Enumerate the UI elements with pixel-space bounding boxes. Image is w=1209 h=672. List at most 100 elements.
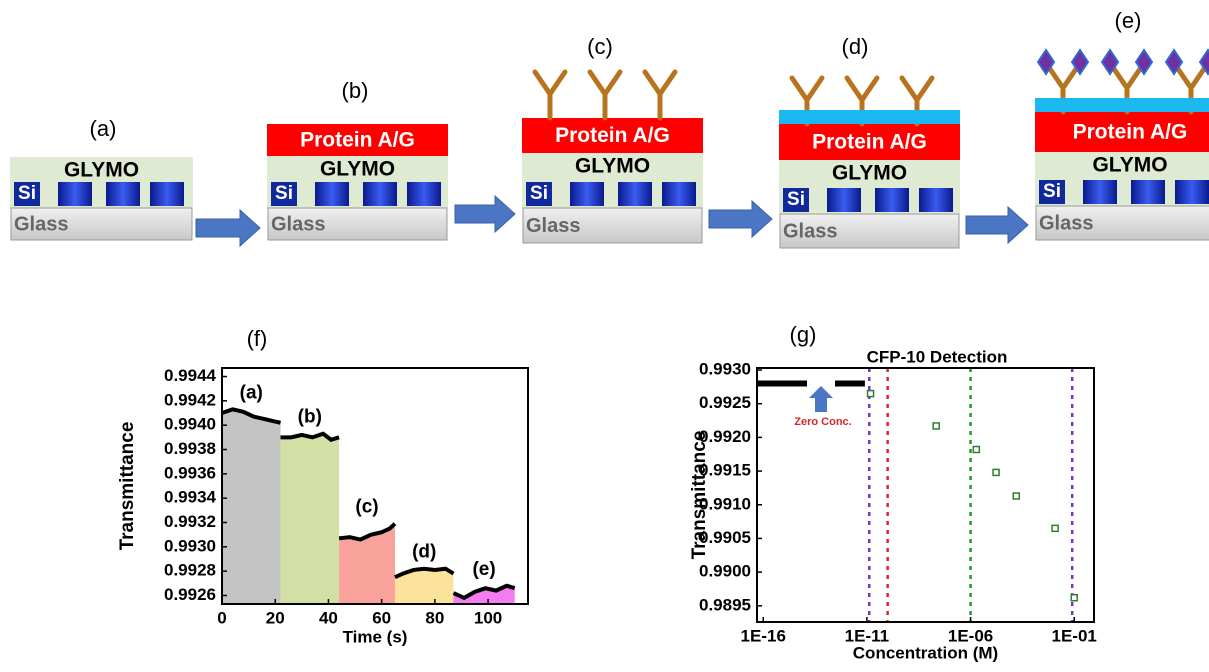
point	[1071, 595, 1077, 601]
arrow	[809, 386, 833, 412]
antibody	[645, 72, 675, 118]
layer-label: GLYMO	[832, 162, 907, 185]
si-block	[315, 182, 349, 206]
arrow	[196, 210, 260, 246]
annotation: (c)	[355, 497, 378, 518]
antibody	[535, 72, 565, 118]
annotation: (a)	[240, 382, 263, 403]
panel-label: (e)	[1115, 8, 1142, 33]
layer-label: Si	[530, 183, 548, 204]
y-tick-label: 0.9936	[164, 463, 216, 482]
x-tick-label: 0	[217, 608, 226, 627]
y-axis-label: Transmittance	[689, 431, 710, 560]
si-block	[1083, 180, 1117, 204]
annotation: (e)	[472, 559, 495, 580]
plot-frame	[757, 368, 1094, 622]
blocking-layer	[779, 110, 960, 124]
y-tick-label: 0.9930	[699, 360, 751, 379]
zero-arrow	[809, 386, 833, 412]
layer-label: Glass	[526, 215, 580, 237]
x-tick-label: 1E-16	[741, 626, 786, 645]
panel-label: (b)	[342, 78, 369, 103]
panel: (e) GLYMO Si Glass Protein A/G	[1035, 8, 1209, 240]
page: (a) GLYMO Si Glass (b) GLYMO Si Glass Protein A/…	[0, 0, 1209, 672]
arrow	[455, 196, 515, 232]
layer-label: GLYMO	[1092, 154, 1167, 177]
layer-label: Si	[275, 183, 293, 204]
point	[933, 423, 939, 429]
layer-label: Glass	[1039, 212, 1093, 234]
point	[973, 447, 979, 453]
si-block	[1175, 180, 1209, 204]
area	[281, 434, 340, 604]
x-tick-label: 80	[425, 608, 444, 627]
y-tick-label: 0.9900	[699, 562, 751, 581]
y-tick-label: 0.9944	[164, 366, 217, 385]
layer-label: Glass	[271, 213, 325, 235]
layer-label: Protein A/G	[1073, 121, 1188, 144]
layer-label: Glass	[14, 213, 68, 235]
annotation: Zero Conc.	[794, 416, 851, 428]
y-tick-label: 0.9925	[699, 393, 751, 412]
point	[993, 469, 999, 475]
si-block	[363, 182, 397, 206]
si-block	[875, 188, 909, 212]
y-tick-label: 0.9940	[164, 415, 216, 434]
chart-title: CFP-10 Detection	[867, 347, 1008, 366]
y-tick-label: 0.9934	[164, 488, 217, 507]
x-axis-label: Time (s)	[343, 627, 408, 646]
si-block	[407, 182, 441, 206]
x-tick-label: 1E-01	[1052, 626, 1097, 645]
antibody	[590, 72, 620, 118]
si-block	[662, 182, 696, 206]
panel-label: (d)	[842, 34, 869, 59]
layer-label: GLYMO	[575, 155, 650, 178]
point	[1052, 525, 1058, 531]
panel-label: (f)	[247, 326, 268, 351]
point	[868, 391, 874, 397]
area	[222, 409, 281, 604]
layer-label: Si	[787, 189, 805, 210]
panel: (a) GLYMO Si Glass	[10, 116, 193, 240]
layer-label: Glass	[783, 220, 837, 242]
x-tick-label: 40	[319, 608, 338, 627]
x-tick-label: 20	[266, 608, 285, 627]
panel-label: (c)	[587, 34, 613, 59]
panel: (d) GLYMO Si Glass Protein A/G	[779, 34, 960, 248]
si-block	[1131, 180, 1165, 204]
panel-label: (g)	[790, 322, 817, 347]
si-block	[106, 182, 140, 206]
x-tick-label: 60	[372, 608, 391, 627]
si-block	[919, 188, 953, 212]
si-block	[827, 188, 861, 212]
layer-label: Si	[1043, 181, 1061, 202]
arrow	[709, 201, 772, 237]
layer-label: Protein A/G	[812, 131, 927, 154]
x-axis-label: Concentration (M)	[853, 643, 998, 662]
y-tick-label: 0.9895	[699, 595, 751, 614]
x-tick-label: 100	[474, 608, 502, 627]
panel-label: (a)	[90, 116, 117, 141]
layer-label: Si	[18, 183, 36, 204]
y-tick-label: 0.9928	[164, 561, 216, 580]
layer-label: Protein A/G	[300, 129, 415, 152]
y-tick-label: 0.9932	[164, 512, 216, 531]
annotation: (b)	[298, 407, 322, 428]
arrow	[966, 207, 1028, 243]
y-tick-label: 0.9938	[164, 439, 216, 458]
layer-label: Protein A/G	[555, 124, 670, 147]
si-block	[618, 182, 652, 206]
y-tick-label: 0.9942	[164, 390, 216, 409]
si-block	[150, 182, 184, 206]
annotation: (d)	[412, 542, 436, 563]
panel: (c) GLYMO Si Glass Protein A/G	[522, 34, 703, 243]
si-block	[570, 182, 604, 206]
y-tick-label: 0.9930	[164, 536, 216, 555]
point	[1013, 493, 1019, 499]
layer-label: GLYMO	[64, 159, 139, 182]
y-tick-label: 0.9926	[164, 585, 216, 604]
figure: (a) GLYMO Si Glass (b) GLYMO Si Glass Protein A/…	[0, 0, 1209, 672]
blocking-layer	[1035, 98, 1209, 112]
y-axis-label: Transmittance	[117, 422, 138, 551]
